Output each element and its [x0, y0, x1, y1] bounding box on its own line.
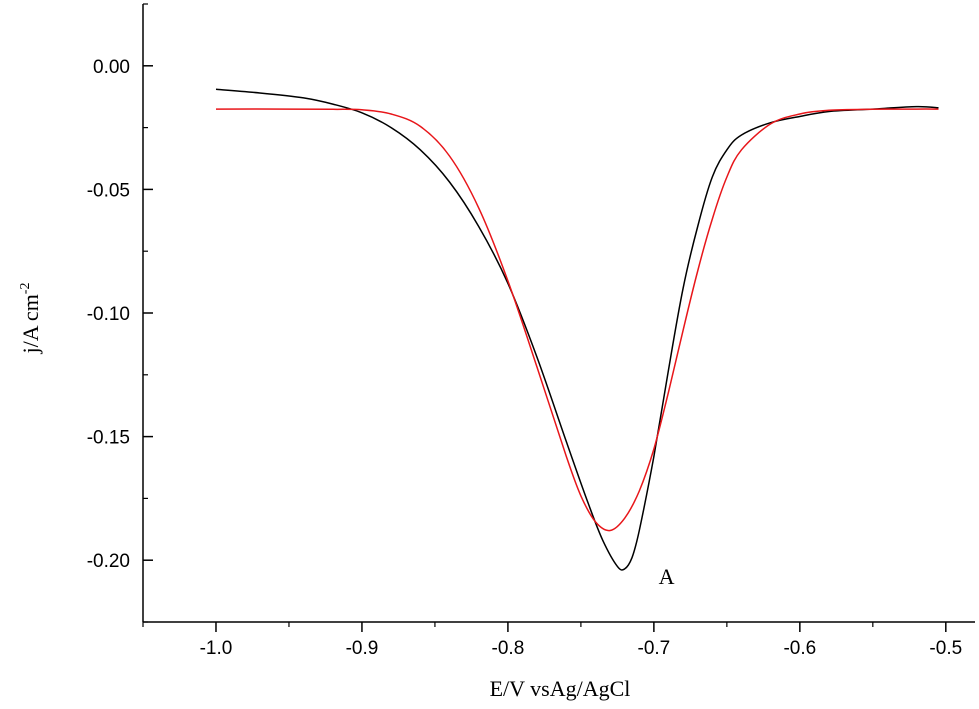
y-tick-label: -0.15: [87, 428, 130, 449]
series-line-black: [215, 88, 939, 571]
x-tick-label: -0.7: [638, 638, 671, 659]
x-tick-label: -0.5: [929, 638, 962, 659]
plot-frame: [142, 4, 975, 623]
y-tick-label: -0.05: [87, 180, 130, 201]
y-axis-title-main: j/A cm: [18, 294, 43, 354]
series-line-red: [215, 108, 939, 532]
x-axis: -1.0 -0.9 -0.8 -0.7 -0.6 -0.5: [142, 622, 962, 659]
y-tick-label: -0.20: [87, 551, 130, 572]
x-axis-title: E/V vsAg/AgCl: [490, 676, 631, 701]
x-tick-label: -0.9: [346, 638, 379, 659]
y-axis-title: j/A cm-2: [18, 283, 43, 355]
y-axis-title-superscript: -2: [18, 283, 33, 295]
series-layer: [215, 88, 939, 571]
x-tick-label: -0.6: [783, 638, 816, 659]
x-tick-label: -1.0: [200, 638, 233, 659]
y-tick-label: 0.00: [93, 57, 130, 78]
y-axis: 0.00 -0.05 -0.10 -0.15 -0.20: [87, 3, 153, 623]
peak-annotation: A: [659, 564, 675, 589]
y-tick-label: -0.10: [87, 304, 130, 325]
x-tick-label: -0.8: [492, 638, 525, 659]
